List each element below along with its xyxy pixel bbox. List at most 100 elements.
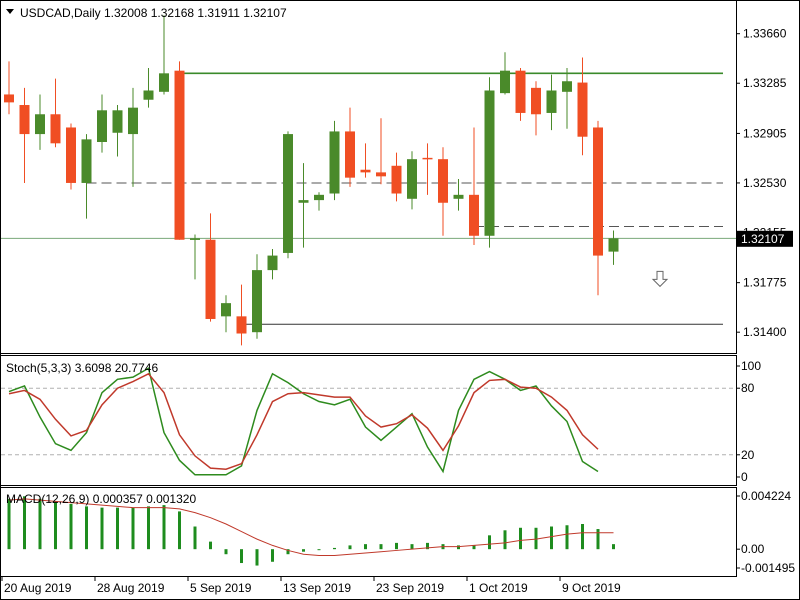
candle-body	[4, 94, 14, 103]
macd-signal-line	[8, 498, 614, 556]
macd-bar	[550, 526, 553, 550]
time-tick-label: 13 Sep 2019	[283, 581, 351, 595]
candle-body	[50, 114, 61, 144]
current-price-tag	[737, 230, 793, 247]
macd-tick-label: 0.004224	[741, 489, 791, 503]
candle-body	[562, 81, 572, 92]
macd-bar	[255, 549, 259, 566]
stochastic-pane-border	[0, 355, 737, 486]
macd-bar	[209, 541, 212, 550]
candle-body	[81, 139, 92, 183]
ohlc-values: 1.32008 1.32168 1.31911 1.32107	[104, 6, 287, 20]
candle-body	[407, 159, 417, 199]
price-tick-label: 1.32530	[743, 176, 787, 190]
macd-bar	[534, 527, 538, 550]
time-tick-label: 5 Sep 2019	[190, 581, 252, 595]
candle-body	[221, 303, 231, 317]
macd-bar	[426, 542, 429, 550]
macd-bar	[131, 507, 135, 550]
macd-bar	[38, 498, 42, 550]
macd-bar	[581, 523, 584, 550]
macd-bar	[147, 506, 150, 550]
time-tick-label: 20 Aug 2019	[4, 581, 72, 595]
stochastic-axis: 0 20 80 100	[736, 359, 761, 484]
candle-body	[143, 90, 154, 100]
stochastic-tick-label: 0	[741, 470, 748, 484]
macd-bar	[302, 549, 305, 552]
macd-bar	[286, 549, 290, 555]
stochastic-pane[interactable]: 0 20 80 100 Stoch(5,3,3) 3.6098 20.7746	[0, 355, 762, 486]
candle-body	[577, 82, 588, 137]
dropdown-triangle-icon[interactable]	[6, 9, 14, 14]
down-arrow-icon	[651, 270, 669, 288]
time-axis: 20 Aug 2019 28 Aug 2019 5 Sep 2019 13 Sep 2…	[1, 577, 621, 595]
candle-body	[484, 90, 495, 236]
arrow-shape	[651, 270, 669, 288]
macd-bar	[395, 542, 398, 550]
macd-bar	[69, 503, 73, 550]
candle-body	[608, 238, 619, 252]
candle-body	[19, 105, 30, 135]
stochastic-lines	[8, 367, 599, 476]
macd-bar	[240, 549, 243, 564]
candle-body	[422, 157, 433, 160]
macd-bar	[410, 544, 414, 550]
price-axis: 1.336601.332851.329051.325301.321551.317…	[736, 27, 793, 339]
candle-body	[345, 131, 355, 178]
macd-bar	[23, 496, 26, 550]
candle-body	[314, 194, 324, 201]
stochastic-level-lines	[1, 387, 736, 456]
macd-bar	[178, 511, 181, 550]
candles	[4, 15, 619, 346]
stochastic-main-line	[8, 367, 599, 476]
macd-bar	[100, 507, 104, 550]
macd-bar	[457, 545, 460, 550]
macd-bar	[565, 525, 569, 550]
candle-body	[546, 90, 557, 113]
candle-body	[391, 165, 402, 194]
candle-body	[236, 316, 247, 334]
macd-pane[interactable]: 0.004224 0.00 -0.001495 MACD(12,26,9) 0.00…	[0, 487, 796, 577]
price-tick-label: 1.33660	[743, 27, 787, 41]
macd-bar	[317, 549, 321, 551]
macd-bar	[503, 530, 507, 550]
price-pane-border	[0, 0, 737, 354]
candle-body	[329, 131, 340, 194]
macd-bar	[333, 547, 336, 550]
macd-bar	[54, 501, 57, 550]
macd-bar	[162, 505, 166, 550]
macd-tick-label: -0.001495	[741, 561, 795, 575]
price-pane[interactable]: 1.336601.332851.329051.325301.321551.317…	[0, 0, 794, 354]
candle-body	[500, 70, 510, 94]
macd-signal-polyline	[8, 498, 614, 556]
candle-body	[593, 127, 603, 256]
candle-body	[376, 172, 386, 177]
price-tick-label: 1.32905	[743, 126, 787, 140]
candle-body	[360, 169, 371, 173]
macd-bar	[596, 529, 600, 550]
candle-body	[531, 87, 541, 115]
stochastic-tick-label: 80	[741, 381, 755, 395]
macd-histogram	[7, 496, 615, 566]
price-tick-label: 1.33285	[743, 76, 787, 90]
macd-label: MACD(12,26,9) 0.000357 0.001320	[6, 492, 196, 506]
stochastic-label: Stoch(5,3,3) 3.6098 20.7746	[6, 361, 158, 375]
candle-body	[66, 127, 76, 183]
macd-bar	[7, 498, 11, 550]
macd-bar	[85, 506, 88, 550]
macd-pane-border	[0, 487, 737, 577]
time-tick-label: 28 Aug 2019	[97, 581, 165, 595]
candle-body	[298, 200, 309, 203]
macd-bar	[364, 544, 367, 550]
macd-bar	[193, 526, 197, 550]
price-tick-label: 1.31775	[743, 276, 787, 290]
macd-tick-label: 0.00	[741, 542, 765, 556]
macd-bar	[116, 507, 119, 550]
time-tick-label: 9 Oct 2019	[562, 581, 621, 595]
candle-body	[97, 110, 107, 142]
candle-body	[190, 238, 200, 240]
candle-body	[283, 134, 293, 253]
time-tick-label: 1 Oct 2019	[469, 581, 528, 595]
time-tick-label: 23 Sep 2019	[376, 581, 444, 595]
